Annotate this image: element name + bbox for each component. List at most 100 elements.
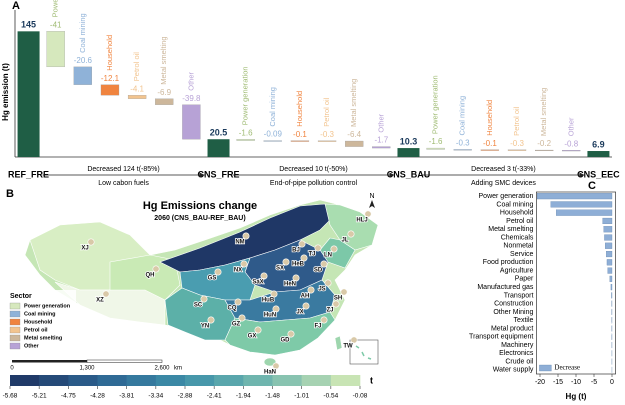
total-bar xyxy=(207,139,230,157)
arrow-head xyxy=(579,172,585,178)
value-label: -1.6 xyxy=(239,128,253,137)
value-label: -12.1 xyxy=(101,74,120,83)
x-tick-label: -15 xyxy=(553,379,563,386)
y-tick-label: Metal smelting xyxy=(488,226,533,233)
legend-label: Metal smelting xyxy=(24,335,62,341)
step-bar xyxy=(345,140,364,147)
sector-pie xyxy=(307,286,315,294)
scale-label: 1,300 xyxy=(79,366,95,372)
legend-swatch xyxy=(539,364,552,372)
sector-pie xyxy=(364,210,372,218)
inset-box xyxy=(349,339,379,365)
sector-pie xyxy=(207,316,215,324)
sector-pie xyxy=(330,245,338,253)
province-label: HuB xyxy=(262,298,275,304)
sector-pie xyxy=(324,279,332,287)
sector-pie xyxy=(240,260,248,268)
category-label: CNS_EEC xyxy=(577,169,620,179)
sector-pie xyxy=(102,290,110,298)
scale-bar xyxy=(12,360,87,363)
colorbar-label: -3.34 xyxy=(148,393,163,400)
colorbar-cell xyxy=(39,375,69,386)
value-label: -20.6 xyxy=(74,56,93,65)
sector-pie xyxy=(282,258,290,266)
sector-pie xyxy=(214,268,222,276)
map xyxy=(24,199,379,367)
sector-pie xyxy=(200,295,208,303)
step-bar xyxy=(127,95,147,99)
step-bar xyxy=(182,104,201,140)
step-bar xyxy=(46,31,65,68)
colorbar-label: -4.75 xyxy=(61,393,76,400)
y-tick-label: Transport xyxy=(504,292,534,299)
colorbar-cell xyxy=(155,375,186,386)
annotation-note: Adding SMC devices xyxy=(471,180,536,187)
x-axis-label: Hg (t) xyxy=(566,392,587,401)
y-tick-label: Metal product xyxy=(491,325,533,332)
province-label: NX xyxy=(234,268,242,274)
y-tick-label: Crude oil xyxy=(505,358,533,365)
colorbar-cell xyxy=(301,375,332,386)
bar xyxy=(607,267,613,274)
province-label: GD xyxy=(281,338,291,344)
category-label: Household xyxy=(295,91,304,127)
colorbar-cell xyxy=(243,375,273,386)
category-label: REF_FRE xyxy=(8,169,49,179)
province-label: SD xyxy=(314,268,323,274)
legend-label: Power generation xyxy=(24,303,71,309)
y-tick-label: Nonmetal xyxy=(503,243,533,250)
y-tick-label: Petrol oil xyxy=(506,218,534,225)
sector-pie xyxy=(314,244,322,252)
category-label: Other xyxy=(566,117,575,136)
x-tick-label: 0 xyxy=(610,379,614,386)
y-tick-label: Water supply xyxy=(493,367,534,374)
province-label: TW xyxy=(343,344,353,350)
total-bar xyxy=(397,148,420,157)
value-label: -6.4 xyxy=(347,130,361,139)
sector-pie xyxy=(302,302,310,310)
legend-label: Petrol oil xyxy=(24,327,48,333)
province-label: QH xyxy=(146,273,155,279)
colorbar-label: -2.88 xyxy=(178,393,193,400)
legend-swatch xyxy=(9,334,21,342)
map-title: Hg Emissions change xyxy=(143,200,257,212)
scale-label: 2,600 xyxy=(154,366,170,372)
y-tick-label: Household xyxy=(500,210,534,217)
annotation: Decreased 124 t(-85%) xyxy=(87,166,159,173)
value-label: -1.7 xyxy=(374,136,388,145)
province-label: SC xyxy=(194,303,203,309)
region xyxy=(334,335,343,351)
bar xyxy=(556,209,613,216)
value-label: 20.5 xyxy=(210,128,228,138)
province-label: HeN xyxy=(284,282,296,288)
colorbar-cell xyxy=(185,375,215,386)
bar xyxy=(610,284,613,291)
province-label: XJ xyxy=(81,246,88,252)
value-label: -6.9 xyxy=(157,88,171,97)
province-label: GZ xyxy=(232,322,241,328)
bar xyxy=(604,234,613,241)
legend-swatch xyxy=(9,310,21,318)
bar xyxy=(606,250,613,258)
colorbar-label: -5.21 xyxy=(32,393,47,400)
bar xyxy=(602,217,613,225)
y-tick-label: Coal mining xyxy=(496,201,533,208)
x-tick-label: -10 xyxy=(571,379,581,386)
province-label: TJ xyxy=(308,252,315,258)
category-label: Metal smelting xyxy=(539,88,548,136)
legend-label: Household xyxy=(24,319,52,325)
bar xyxy=(605,242,613,249)
value-label: -41 xyxy=(50,20,62,29)
colorbar-cell xyxy=(10,375,40,386)
y-tick-label: Textile xyxy=(514,317,534,324)
scale-bar xyxy=(86,359,163,363)
colorbar-cell xyxy=(126,375,157,386)
step-bar xyxy=(480,149,500,151)
y-tick-label: Transport equipment xyxy=(469,334,533,341)
bar xyxy=(611,292,613,299)
province-label: HaN xyxy=(264,370,276,376)
category-label: Coal mining xyxy=(268,87,277,127)
bar xyxy=(609,275,613,282)
category-label: Power generation xyxy=(51,0,60,17)
